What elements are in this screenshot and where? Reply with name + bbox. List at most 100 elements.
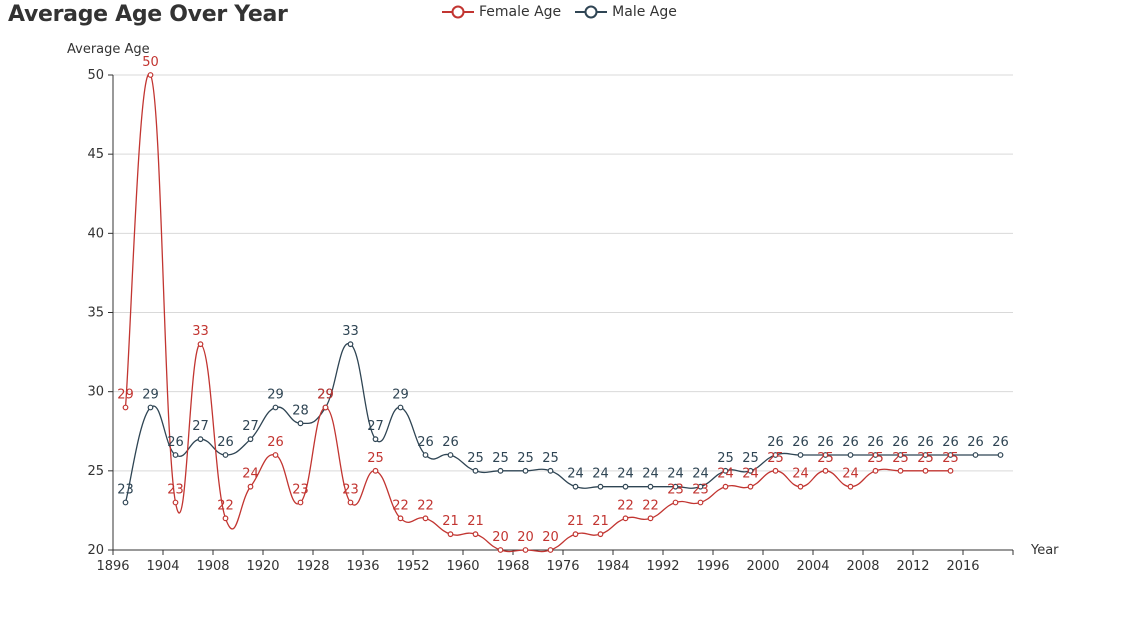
y-tick-label: 45	[87, 147, 104, 162]
data-label-male: 25	[742, 451, 759, 466]
data-label-male: 23	[117, 483, 134, 498]
x-tick-label: 2004	[796, 559, 829, 574]
data-point-male	[172, 452, 179, 458]
data-label-female: 29	[317, 388, 334, 403]
data-label-male: 24	[642, 467, 659, 482]
data-point-male	[522, 467, 529, 474]
male-legend-icon	[575, 5, 608, 19]
x-tick-label: 1996	[696, 559, 729, 574]
data-point-male	[922, 452, 929, 458]
data-label-female: 33	[192, 324, 209, 339]
data-point-male	[672, 483, 679, 490]
data-label-male: 24	[692, 467, 709, 482]
data-label-female: 21	[567, 514, 584, 529]
data-point-female	[497, 547, 504, 553]
data-label-female: 20	[517, 530, 534, 545]
data-label-female: 25	[367, 451, 384, 466]
data-point-female	[472, 531, 479, 538]
data-point-male	[572, 483, 579, 490]
x-tick-label: 2000	[746, 559, 779, 574]
data-point-male	[347, 341, 354, 348]
data-point-male	[647, 483, 654, 490]
data-label-male: 25	[467, 451, 484, 466]
data-point-female	[697, 499, 704, 506]
legend-item-female[interactable]: Female Age	[442, 4, 561, 20]
data-point-female	[172, 499, 179, 506]
data-label-male: 26	[967, 435, 984, 450]
data-label-male: 24	[667, 467, 684, 482]
data-label-female: 20	[542, 530, 559, 545]
data-label-male: 26	[792, 435, 809, 450]
legend-item-male[interactable]: Male Age	[575, 4, 677, 20]
data-point-male	[772, 452, 779, 458]
data-point-female	[397, 515, 404, 522]
data-label-female: 24	[242, 467, 259, 482]
data-label-male: 26	[167, 435, 184, 450]
y-tick-label: 20	[87, 543, 104, 558]
data-label-female: 24	[717, 467, 734, 482]
data-point-female	[147, 72, 154, 78]
data-label-male: 26	[892, 435, 909, 450]
data-point-male	[422, 452, 429, 458]
data-point-female	[422, 515, 429, 522]
legend-label-male: Male Age	[612, 4, 677, 20]
data-label-male: 24	[592, 467, 609, 482]
data-point-male	[797, 452, 804, 458]
data-point-male	[897, 452, 904, 458]
x-tick-label: 1960	[446, 559, 479, 574]
data-label-male: 26	[942, 435, 959, 450]
legend: Female Age Male Age	[442, 4, 677, 20]
data-label-male: 26	[817, 435, 834, 450]
data-label-female: 25	[817, 451, 834, 466]
data-label-male: 26	[417, 435, 434, 450]
data-label-female: 24	[792, 467, 809, 482]
data-label-female: 21	[592, 514, 609, 529]
data-label-male: 27	[192, 419, 209, 434]
x-tick-label: 1984	[596, 559, 629, 574]
data-point-male	[122, 499, 129, 506]
data-point-female	[797, 483, 804, 490]
data-label-female: 22	[392, 498, 409, 513]
data-point-male	[297, 420, 304, 427]
data-point-female	[822, 467, 829, 474]
y-tick-label: 50	[87, 68, 104, 83]
data-label-female: 21	[442, 514, 459, 529]
data-point-female	[622, 515, 629, 522]
data-label-female: 25	[767, 451, 784, 466]
data-point-male	[497, 467, 504, 474]
data-point-female	[122, 404, 129, 411]
data-label-male: 29	[142, 388, 159, 403]
data-label-female: 24	[842, 467, 859, 482]
data-point-male	[822, 452, 829, 458]
data-label-female: 25	[917, 451, 934, 466]
data-point-female	[872, 467, 879, 474]
data-point-male	[872, 452, 879, 458]
data-point-female	[522, 547, 529, 553]
data-point-male	[397, 404, 404, 411]
y-tick-label: 30	[87, 385, 104, 400]
axes: 20 25 30 35 40 45 50 1896 1904 1908 1920 1928 1936 19…	[67, 42, 1059, 574]
data-label-female: 22	[642, 498, 659, 513]
data-label-male: 26	[767, 435, 784, 450]
y-tick-label: 40	[87, 226, 104, 241]
data-label-male: 26	[867, 435, 884, 450]
data-point-female	[297, 499, 304, 506]
data-label-female: 50	[142, 55, 159, 70]
x-tick-label: 1904	[146, 559, 179, 574]
data-label-female: 22	[417, 498, 434, 513]
y-tick-label: 25	[87, 464, 104, 479]
data-label-female: 23	[167, 483, 184, 498]
data-label-male: 26	[442, 435, 459, 450]
data-point-male	[472, 467, 479, 474]
x-tick-label: 1952	[396, 559, 429, 574]
x-tick-label: 1976	[546, 559, 579, 574]
data-label-male: 24	[567, 467, 584, 482]
y-tick-label: 35	[87, 306, 104, 321]
data-point-female	[547, 547, 554, 553]
legend-label-female: Female Age	[479, 4, 562, 20]
data-point-male	[597, 483, 604, 490]
data-label-male: 25	[517, 451, 534, 466]
y-axis-title: Average Age	[67, 42, 150, 57]
data-label-male: 26	[842, 435, 859, 450]
